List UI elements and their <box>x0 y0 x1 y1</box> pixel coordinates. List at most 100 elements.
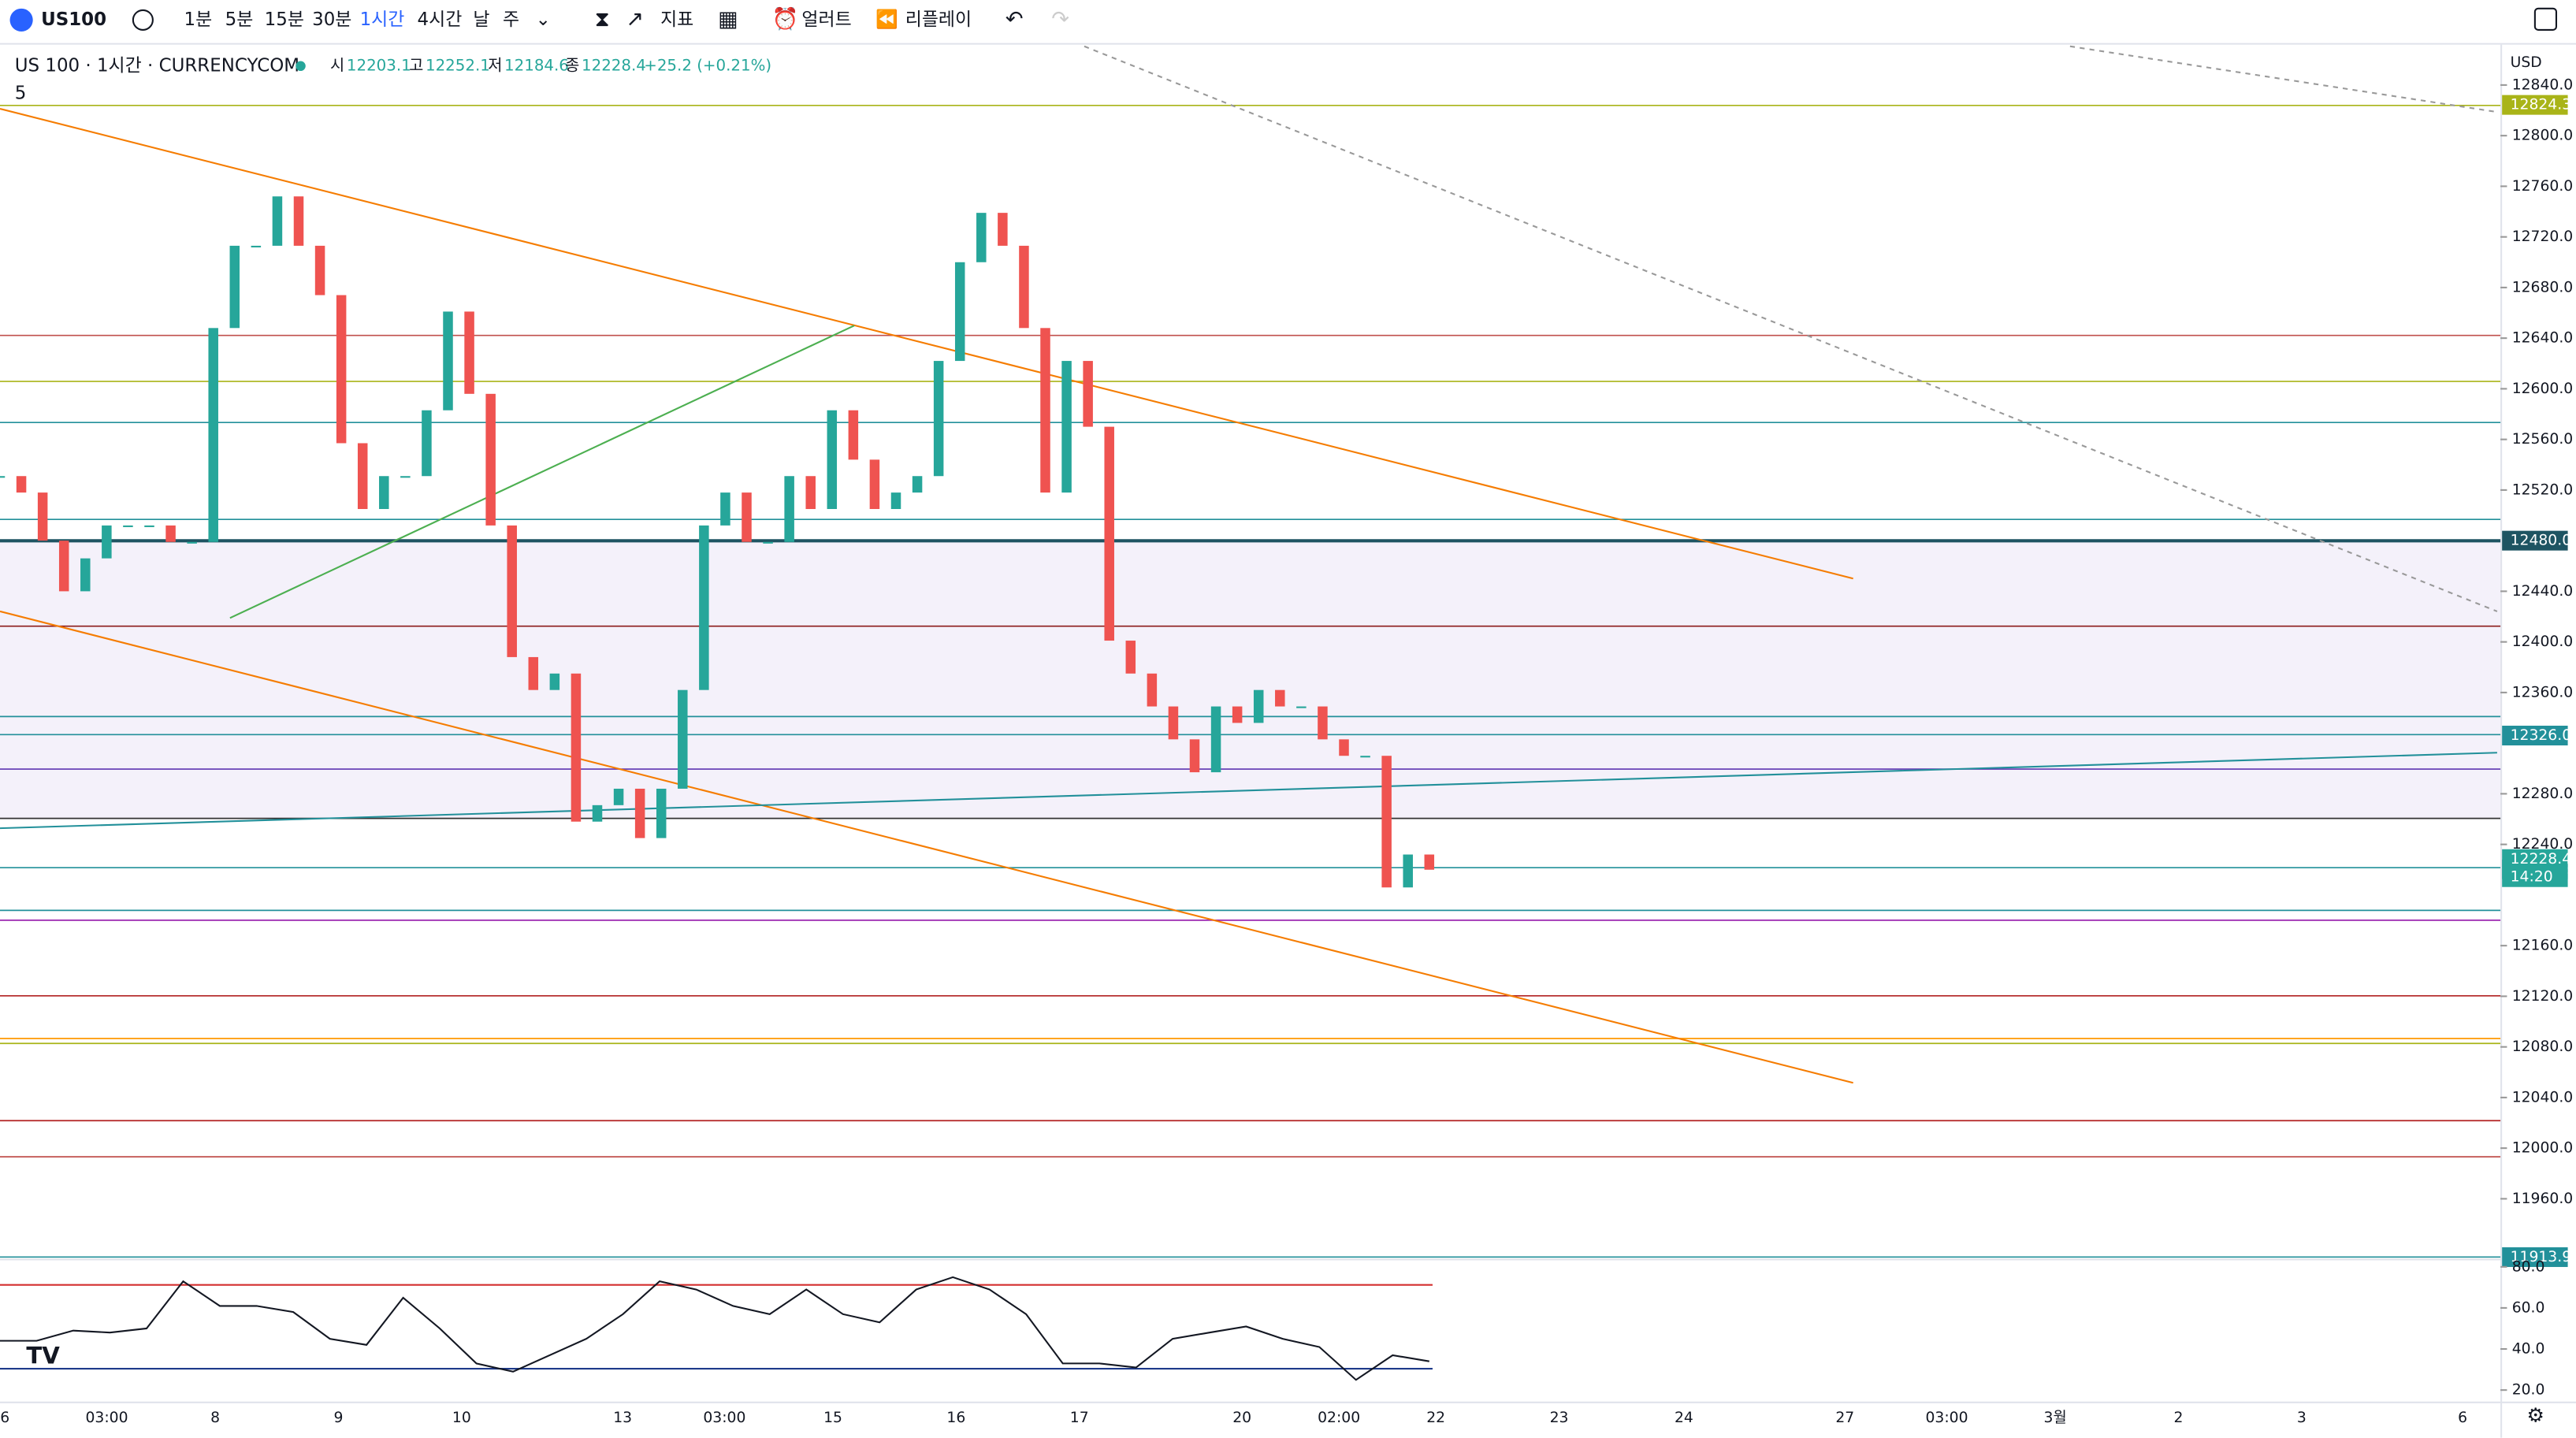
last-price-countdown: 14:20 <box>2511 869 2553 886</box>
candle <box>1381 756 1392 888</box>
candle <box>1339 739 1349 756</box>
price-label: 12480.0 <box>2511 533 2572 549</box>
time-label: 27 <box>1835 1410 1854 1426</box>
price-label-bg <box>2502 726 2568 746</box>
candle <box>1189 739 1200 773</box>
candle <box>102 525 112 559</box>
candle <box>1424 854 1435 870</box>
y-tick-label: 12120.0 <box>2512 988 2574 1005</box>
y-tick-label: 12800.0 <box>2512 128 2574 144</box>
candle <box>827 410 838 509</box>
candle <box>1061 361 1072 493</box>
legend-high-label: 고 <box>409 56 423 74</box>
interval[interactable]: 30분 <box>312 9 351 30</box>
legend-low-label: 저 <box>488 56 502 74</box>
svg-text:⏪: ⏪ <box>875 9 898 30</box>
legend-title: US 100 · 1시간 · CURRENCYCOM <box>15 55 299 76</box>
candle <box>613 788 624 805</box>
candle <box>1318 706 1328 740</box>
legend-high: 12252.1 <box>426 56 490 74</box>
candle <box>357 443 368 509</box>
y-tick-label: 12080.0 <box>2512 1039 2574 1055</box>
trend-line <box>0 107 1853 580</box>
candle <box>1253 689 1264 723</box>
legend-close: 12228.4 <box>582 56 646 74</box>
candle <box>890 492 901 509</box>
y-tick-label: 12160.0 <box>2512 938 2574 954</box>
candle <box>1232 706 1243 723</box>
time-label: 13 <box>613 1410 632 1426</box>
y-tick-label: 12360.0 <box>2512 684 2574 700</box>
y-tick-label: 12520.0 <box>2512 481 2574 498</box>
time-label: 20 <box>1232 1410 1251 1426</box>
trend-line <box>0 610 1853 1084</box>
candle <box>507 525 517 657</box>
candle <box>37 492 48 541</box>
candle <box>443 311 453 411</box>
price-label: 11913.9 <box>2511 1249 2572 1265</box>
candle <box>720 492 730 526</box>
interval[interactable]: 4시간 <box>418 9 463 30</box>
indicator-count[interactable]: 5 <box>15 84 27 104</box>
time-label: 23 <box>1550 1410 1569 1426</box>
candle <box>805 476 816 509</box>
legend-change: +25.2 (+0.21%) <box>644 56 771 74</box>
currency: USD <box>2511 54 2542 71</box>
interval[interactable]: 주 <box>503 9 519 30</box>
interval[interactable]: 15분 <box>265 9 304 30</box>
candle <box>379 476 389 509</box>
zone <box>0 541 2501 819</box>
candle <box>763 541 773 544</box>
candle <box>1125 641 1136 674</box>
candle <box>1019 245 1029 329</box>
y-tick-label: 12040.0 <box>2512 1089 2574 1105</box>
time-label: 22 <box>1426 1410 1445 1426</box>
time-label: 02:00 <box>1318 1410 1360 1426</box>
candle <box>485 393 496 526</box>
rsi-tick-label: 80.0 <box>2512 1258 2545 1275</box>
y-tick-label: 12720.0 <box>2512 229 2574 245</box>
legend-low: 12184.6 <box>504 56 569 74</box>
time-label: 16 <box>946 1410 965 1426</box>
indicators[interactable]: 지표 <box>660 9 693 30</box>
candle <box>933 361 944 477</box>
candle <box>1210 706 1221 773</box>
candle <box>144 525 154 527</box>
price-label: 12824.3 <box>2511 97 2572 113</box>
candle <box>272 196 283 246</box>
candle <box>1296 706 1307 708</box>
interval[interactable]: 5분 <box>225 9 254 30</box>
y-tick-label: 12440.0 <box>2512 583 2574 600</box>
y-tick-label: 12640.0 <box>2512 330 2574 347</box>
candle <box>1104 426 1114 641</box>
interval[interactable]: 1시간 <box>360 9 405 30</box>
svg-text:↶: ↶ <box>1005 7 1024 32</box>
time-label: 9 <box>334 1410 344 1426</box>
y-tick-label: 12000.0 <box>2512 1140 2574 1157</box>
dropdown: ⌄ <box>536 9 551 30</box>
interval[interactable]: 날 <box>473 9 489 30</box>
candle <box>1147 673 1158 707</box>
y-tick-label: 12240.0 <box>2512 836 2574 853</box>
candle <box>123 525 133 527</box>
candle <box>954 262 965 362</box>
time-label: 03:00 <box>85 1410 128 1426</box>
svg-text:⏰: ⏰ <box>772 6 799 32</box>
candle <box>16 476 27 493</box>
legend-open-label: 시 <box>330 56 344 74</box>
y-tick-label: 12680.0 <box>2512 279 2574 295</box>
y-tick-label: 12280.0 <box>2512 786 2574 802</box>
time-label: 03:00 <box>1925 1410 1968 1426</box>
candle <box>187 541 197 544</box>
candle <box>293 196 304 246</box>
price-label-bg <box>2502 530 2568 551</box>
interval[interactable]: 1분 <box>184 9 213 30</box>
candle <box>699 525 709 690</box>
alerts[interactable]: 얼러트 <box>801 9 851 30</box>
rsi-tick-label: 40.0 <box>2512 1341 2545 1358</box>
time-label: 6 <box>2458 1410 2467 1426</box>
replay[interactable]: 리플레이 <box>905 9 972 30</box>
symbol[interactable]: US100 <box>41 9 106 30</box>
